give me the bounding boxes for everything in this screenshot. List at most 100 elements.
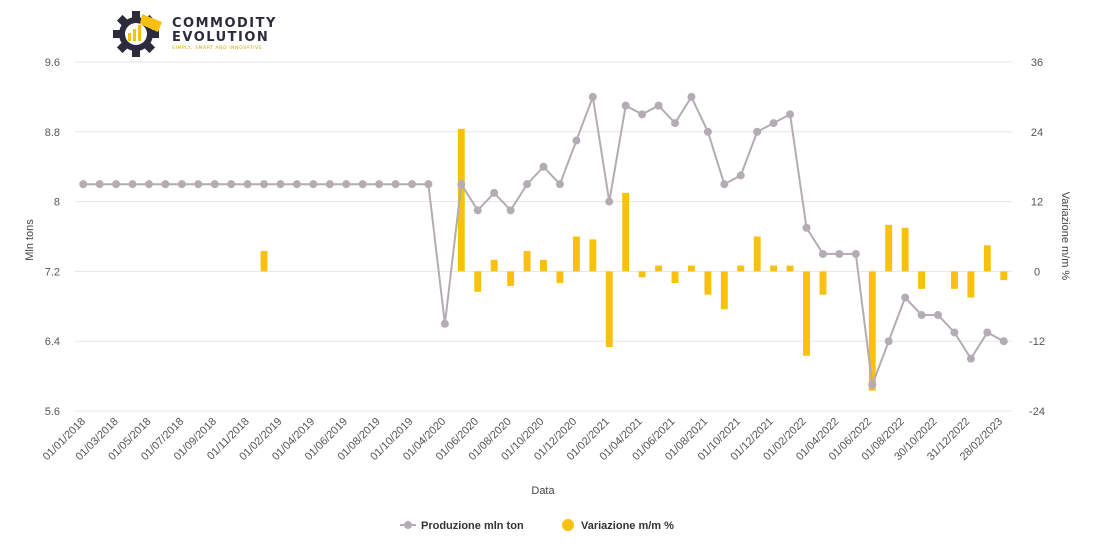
line-point[interactable] (112, 180, 121, 189)
line-point[interactable] (161, 180, 170, 189)
legend[interactable]: Produzione mln ton Variazione m/m % (400, 519, 674, 532)
line-point[interactable] (407, 180, 416, 189)
bar[interactable] (868, 271, 876, 391)
y-right-tick-label: -24 (1029, 406, 1045, 418)
line-point[interactable] (769, 119, 778, 128)
line-point[interactable] (621, 101, 630, 110)
bar[interactable] (474, 271, 482, 292)
y-left-tick-label: 7.2 (45, 266, 60, 278)
bar[interactable] (720, 271, 728, 310)
bar[interactable] (556, 271, 564, 284)
line-point[interactable] (210, 180, 219, 189)
line-point[interactable] (309, 180, 318, 189)
line-point[interactable] (884, 337, 893, 346)
line-point[interactable] (325, 180, 334, 189)
line-point[interactable] (292, 180, 301, 189)
line-point[interactable] (917, 311, 926, 320)
line-point[interactable] (851, 249, 860, 258)
bar[interactable] (523, 251, 531, 272)
bar[interactable] (671, 271, 679, 284)
line-point[interactable] (703, 127, 712, 136)
line-point[interactable] (818, 249, 827, 258)
line-point[interactable] (983, 328, 992, 337)
line-point[interactable] (473, 206, 482, 215)
line-point[interactable] (638, 110, 647, 119)
line-point[interactable] (523, 180, 532, 189)
line-point[interactable] (687, 92, 696, 101)
bar[interactable] (967, 271, 975, 298)
line-point[interactable] (391, 180, 400, 189)
line-point[interactable] (440, 319, 449, 328)
bar[interactable] (737, 265, 745, 272)
bar[interactable] (1000, 271, 1008, 281)
bar[interactable] (622, 192, 630, 272)
line-point[interactable] (79, 180, 88, 189)
bar[interactable] (983, 245, 991, 272)
bar[interactable] (638, 271, 646, 278)
bar[interactable] (885, 224, 893, 272)
bar[interactable] (540, 259, 547, 272)
line-point[interactable] (144, 180, 153, 189)
y-left-tick-label: 5.6 (45, 406, 60, 418)
bar[interactable] (819, 271, 827, 295)
bar[interactable] (457, 128, 465, 272)
line-point[interactable] (835, 249, 844, 258)
legend-bar-swatch (562, 519, 574, 531)
bar[interactable] (918, 271, 926, 289)
line-point[interactable] (227, 180, 236, 189)
bar[interactable] (704, 271, 712, 295)
line-point[interactable] (342, 180, 351, 189)
bar[interactable] (605, 271, 613, 348)
line-point[interactable] (901, 293, 910, 302)
bar[interactable] (507, 271, 515, 286)
line-point[interactable] (572, 136, 581, 145)
line-point[interactable] (950, 328, 959, 337)
line-point[interactable] (506, 206, 515, 215)
line-point[interactable] (194, 180, 203, 189)
line-point[interactable] (358, 180, 367, 189)
bar[interactable] (951, 271, 958, 289)
line-point[interactable] (588, 92, 597, 101)
line-point[interactable] (375, 180, 384, 189)
line-point[interactable] (736, 171, 745, 180)
bar[interactable] (260, 251, 268, 272)
line-point[interactable] (999, 337, 1008, 346)
bar[interactable] (589, 239, 597, 272)
line-point[interactable] (243, 180, 252, 189)
bar[interactable] (490, 259, 498, 272)
line-point[interactable] (490, 188, 499, 197)
legend-item-production[interactable]: Produzione mln ton (400, 520, 524, 532)
line-point[interactable] (671, 119, 680, 128)
line-point[interactable] (424, 180, 433, 189)
line-point[interactable] (654, 101, 663, 110)
line-series (79, 92, 1008, 389)
bar[interactable] (687, 265, 695, 272)
line-point[interactable] (95, 180, 104, 189)
line-point[interactable] (868, 380, 877, 389)
bar[interactable] (786, 265, 794, 272)
bar[interactable] (803, 271, 810, 356)
line-point[interactable] (720, 180, 729, 189)
y-axis-left-title: Mln tons (24, 219, 36, 261)
line-point[interactable] (260, 180, 269, 189)
bar[interactable] (753, 236, 761, 272)
line-point[interactable] (753, 127, 762, 136)
line-point[interactable] (934, 311, 943, 320)
line-point[interactable] (605, 197, 614, 206)
line-point[interactable] (555, 180, 564, 189)
line-point[interactable] (786, 110, 795, 119)
bar[interactable] (901, 227, 909, 272)
line-point[interactable] (539, 162, 548, 171)
logo-tagline: SIMPLY, SMART AND INNOVATIVE (172, 46, 263, 51)
line-point[interactable] (802, 223, 811, 232)
legend-label-variation: Variazione m/m % (581, 520, 674, 532)
line-point[interactable] (276, 180, 285, 189)
line-point[interactable] (177, 180, 186, 189)
line-point[interactable] (966, 354, 975, 363)
legend-item-variation[interactable]: Variazione m/m % (562, 519, 674, 532)
bar[interactable] (655, 265, 663, 272)
bar[interactable] (572, 236, 580, 272)
line-point[interactable] (128, 180, 137, 189)
bar[interactable] (770, 265, 778, 272)
line-point[interactable] (457, 180, 466, 189)
